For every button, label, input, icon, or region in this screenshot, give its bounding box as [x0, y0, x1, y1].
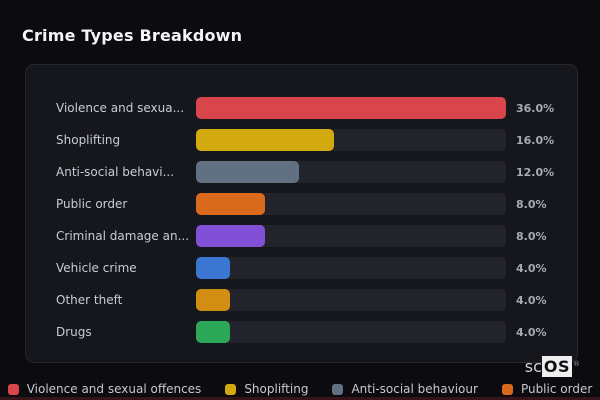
- bar-track: [196, 193, 506, 215]
- bar-row: Criminal damage an... 8.0%: [26, 220, 577, 252]
- category-label: Public order: [56, 197, 128, 211]
- legend-swatch-icon: [332, 383, 344, 395]
- bar-row: Other theft 4.0%: [26, 284, 577, 316]
- bar-row: Public order 8.0%: [26, 188, 577, 220]
- bar-track: [196, 97, 506, 119]
- bar-row: Anti-social behavi... 12.0%: [26, 156, 577, 188]
- bar-segment[interactable]: [196, 225, 265, 247]
- bar-track: [196, 129, 506, 151]
- value-label: 12.0%: [516, 165, 555, 179]
- value-label: 8.0%: [516, 197, 547, 211]
- bar-segment[interactable]: [196, 289, 231, 311]
- category-label: Shoplifting: [56, 133, 121, 147]
- legend-label: Shoplifting: [244, 382, 309, 396]
- legend-item[interactable]: Anti-social behaviour: [332, 382, 478, 396]
- category-label: Other theft: [56, 293, 123, 307]
- bar-track: [196, 225, 506, 247]
- bar-segment[interactable]: [196, 257, 231, 279]
- bar-segment[interactable]: [196, 129, 334, 151]
- legend-swatch-icon: [225, 383, 237, 395]
- value-label: 16.0%: [516, 133, 555, 147]
- bar-track: [196, 321, 506, 343]
- category-label: Criminal damage an...: [56, 229, 190, 243]
- bar-row: Violence and sexua... 36.0%: [26, 92, 577, 124]
- crime-types-chart-panel: Violence and sexua... 36.0% Shoplifting 16.…: [25, 64, 578, 363]
- scos-logo-box: OS: [541, 356, 572, 377]
- value-label: 4.0%: [516, 293, 547, 307]
- bar-segment[interactable]: [196, 193, 265, 215]
- legend-item[interactable]: Shoplifting: [225, 382, 308, 396]
- bar-row: Drugs 4.0%: [26, 316, 577, 348]
- scos-logo-prefix: sc: [524, 357, 542, 376]
- bar-track: [196, 289, 506, 311]
- page-title: Crime Types Breakdown: [22, 26, 243, 45]
- value-label: 8.0%: [516, 229, 547, 243]
- chart-legend: Violence and sexual offences Shoplifting A…: [0, 382, 600, 396]
- bar-row: Shoplifting 16.0%: [26, 124, 577, 156]
- legend-swatch-icon: [7, 383, 19, 395]
- category-label: Anti-social behavi...: [56, 165, 175, 179]
- value-label: 4.0%: [516, 261, 547, 275]
- bottom-accent-strip: [0, 397, 600, 400]
- bar-track: [196, 161, 506, 183]
- registered-trademark-icon: ®: [573, 360, 580, 368]
- category-label: Drugs: [56, 325, 92, 339]
- category-label: Violence and sexua...: [56, 101, 185, 115]
- legend-label: Violence and sexual offences: [26, 382, 202, 396]
- category-label: Vehicle crime: [56, 261, 137, 275]
- bar-track: [196, 257, 506, 279]
- legend-item[interactable]: Violence and sexual offences: [7, 382, 202, 396]
- bar-rows-container: Violence and sexua... 36.0% Shoplifting 16.…: [26, 92, 577, 348]
- legend-swatch-icon: [501, 383, 513, 395]
- value-label: 4.0%: [516, 325, 547, 339]
- bar-row: Vehicle crime 4.0%: [26, 252, 577, 284]
- legend-label: Public order: [520, 382, 593, 396]
- bar-segment[interactable]: [196, 161, 300, 183]
- scos-logo: sc OS ®: [525, 356, 580, 377]
- bar-segment[interactable]: [196, 321, 231, 343]
- value-label: 36.0%: [516, 101, 555, 115]
- bar-segment[interactable]: [196, 97, 506, 119]
- legend-item[interactable]: Public order: [501, 382, 593, 396]
- legend-label: Anti-social behaviour: [351, 382, 478, 396]
